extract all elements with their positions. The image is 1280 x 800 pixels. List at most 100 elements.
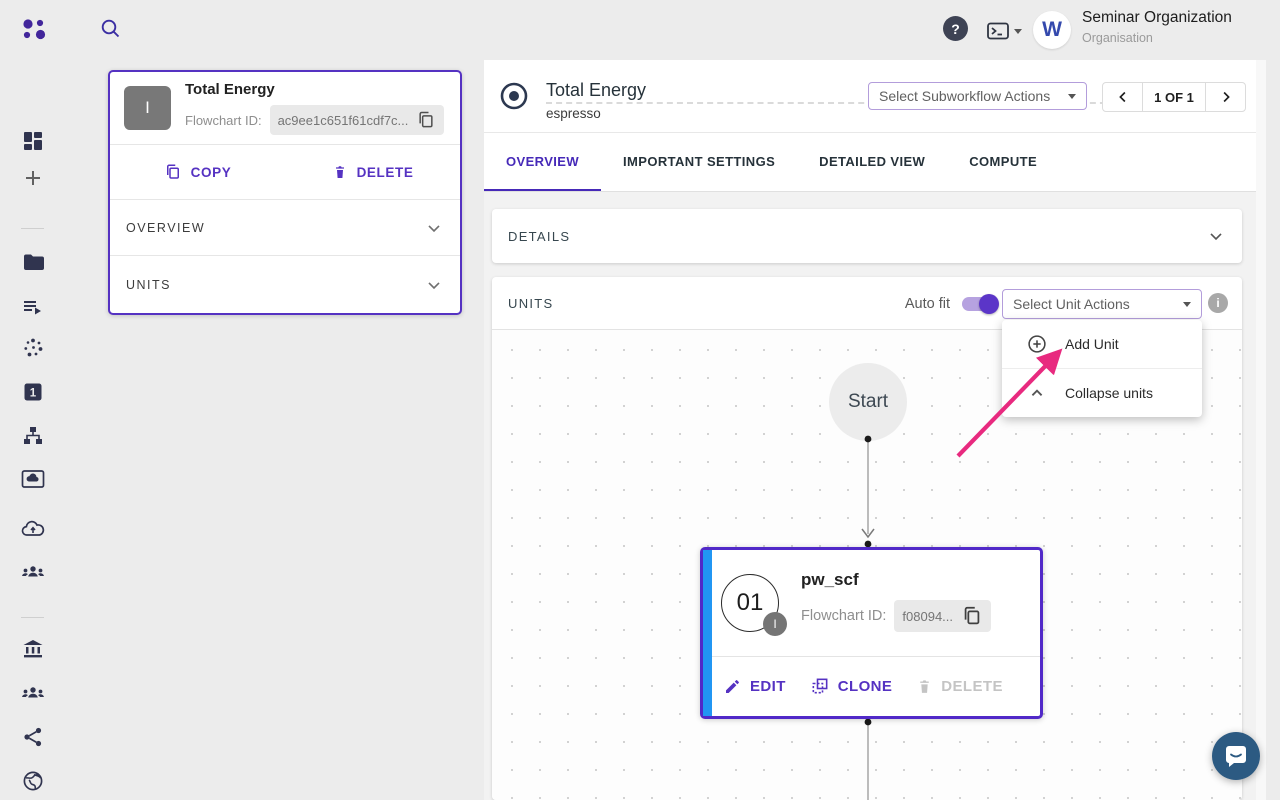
sidebar-item-uploads[interactable] xyxy=(0,517,65,541)
subworkflow-pager: 1 OF 1 xyxy=(1102,82,1246,112)
units-section-header: UNITS xyxy=(492,277,1242,330)
sidebar-item-public[interactable] xyxy=(0,769,65,793)
sidebar-item-members[interactable] xyxy=(0,681,65,705)
copy-icon xyxy=(166,164,179,179)
copy-icon[interactable] xyxy=(416,110,436,130)
people-group-icon xyxy=(21,687,44,698)
pager-prev-button[interactable] xyxy=(1103,83,1142,111)
details-section[interactable]: DETAILS xyxy=(492,209,1242,263)
sidebar-item-remote-files[interactable] xyxy=(0,467,65,491)
overview-accordion-label: OVERVIEW xyxy=(126,220,206,235)
copy-icon[interactable] xyxy=(961,605,983,627)
pencil-icon xyxy=(726,679,739,693)
unit-delete-button: DELETE xyxy=(916,677,1003,696)
tab-compute[interactable]: COMPUTE xyxy=(969,153,1038,169)
unit-edit-button[interactable]: EDIT xyxy=(723,677,786,696)
chat-launcher[interactable] xyxy=(1212,732,1260,780)
cluster-dots-icon xyxy=(23,338,42,357)
units-section-label: UNITS xyxy=(508,295,554,311)
delete-workflow-button[interactable]: DELETE xyxy=(285,163,460,181)
subworkflow-target-icon xyxy=(500,82,528,110)
unit-flowchart-id-field[interactable]: f08094... xyxy=(894,600,992,632)
trash-icon xyxy=(335,166,344,179)
unit-node-pw-scf[interactable]: 01 I pw_scf Flowchart ID: f08094... xyxy=(700,547,1043,719)
sidebar-item-entities[interactable]: 1 xyxy=(0,380,65,404)
help-button[interactable]: ? xyxy=(943,16,968,41)
bank-icon xyxy=(23,640,42,658)
subworkflow-tabs: OVERVIEW IMPORTANT SETTINGS DETAILED VIE… xyxy=(484,133,1256,192)
top-bar: ? W Seminar Organization Organisation xyxy=(0,0,1280,60)
autofit-toggle[interactable] xyxy=(962,293,999,314)
copy-workflow-button[interactable]: COPY xyxy=(110,163,285,181)
workflow-title: Total Energy xyxy=(185,81,275,99)
menu-item-add-unit[interactable]: Add Unit xyxy=(1002,320,1202,368)
unit-number-circle: 01 I xyxy=(721,574,787,636)
pager-next-button[interactable] xyxy=(1206,83,1245,111)
console-menu-button[interactable] xyxy=(986,19,1024,43)
chevron-right-icon xyxy=(1223,91,1230,103)
looks-one-icon: 1 xyxy=(24,383,41,401)
org-avatar[interactable]: W xyxy=(1033,11,1071,49)
sidebar-item-materials[interactable] xyxy=(0,336,65,360)
unit-flowchart-id-value: f08094... xyxy=(902,608,954,624)
flowchart-id-field[interactable]: ac9ee1c651f61cdf7c... xyxy=(269,105,445,136)
globe-icon xyxy=(23,771,42,791)
org-subtitle: Organisation xyxy=(1082,31,1153,45)
caret-down-icon xyxy=(1014,28,1022,34)
unit-flowchart-id-label: Flowchart ID: xyxy=(801,608,887,624)
help-glyph: ? xyxy=(951,20,960,37)
sidebar-item-organization[interactable] xyxy=(0,637,65,661)
org-name: Seminar Organization xyxy=(1082,9,1232,26)
cloud-upload-icon xyxy=(21,520,44,536)
scrollbar-track[interactable] xyxy=(1256,60,1266,800)
units-accordion-label: UNITS xyxy=(126,277,171,292)
info-icon[interactable]: i xyxy=(1208,293,1228,313)
unit-actions-select[interactable]: Select Unit Actions xyxy=(1002,289,1202,319)
tab-overview[interactable]: OVERVIEW xyxy=(484,133,602,191)
folder-icon xyxy=(23,254,44,270)
subworkflow-title[interactable]: Total Energy xyxy=(546,80,647,100)
sidebar-item-create[interactable] xyxy=(0,166,65,190)
workflow-type-badge: I xyxy=(124,86,171,131)
tab-detailed-view[interactable]: DETAILED VIEW xyxy=(819,153,926,169)
chat-bubble-icon xyxy=(1226,746,1246,767)
unit-status-strip xyxy=(703,550,712,716)
autofit-control: Auto fit xyxy=(860,277,1000,330)
chevron-down-icon xyxy=(1210,233,1222,241)
rail-divider xyxy=(21,617,44,618)
people-group-icon xyxy=(21,566,44,577)
search-icon[interactable] xyxy=(99,17,125,43)
rail-divider xyxy=(21,228,44,229)
sidebar-item-team[interactable] xyxy=(0,560,65,584)
sidebar-item-projects[interactable] xyxy=(0,250,65,274)
unit-name: pw_scf xyxy=(801,570,859,589)
workflow-summary-card[interactable]: I Total Energy Flowchart ID: ac9ee1c651f… xyxy=(108,70,462,315)
autofit-label: Auto fit xyxy=(904,295,950,312)
tab-important-settings[interactable]: IMPORTANT SETTINGS xyxy=(623,153,776,169)
subworkflow-application: espresso xyxy=(546,106,601,121)
circle-plus-icon xyxy=(1028,335,1046,353)
app-logo-icon[interactable] xyxy=(20,15,48,43)
unit-clone-button[interactable]: CLONE xyxy=(810,676,893,696)
unit-card-divider xyxy=(712,656,1040,657)
svg-text:1: 1 xyxy=(29,388,36,400)
sidebar-item-dashboard[interactable] xyxy=(0,129,65,153)
start-node[interactable]: Start xyxy=(829,363,907,441)
units-accordion[interactable]: UNITS xyxy=(110,256,460,313)
pager-info: 1 OF 1 xyxy=(1142,83,1206,111)
dashboard-icon xyxy=(23,132,42,150)
overview-accordion[interactable]: OVERVIEW xyxy=(110,200,460,257)
chevron-down-icon xyxy=(428,282,440,289)
org-switcher[interactable]: Seminar Organization Organisation xyxy=(1082,9,1232,45)
toggle-thumb xyxy=(979,293,999,314)
sidebar-item-sharing[interactable] xyxy=(0,725,65,749)
chevron-down-icon xyxy=(428,225,440,232)
title-dashed-underline xyxy=(546,102,1116,104)
plus-icon xyxy=(25,171,40,185)
subworkflow-actions-select[interactable]: Select Subworkflow Actions xyxy=(868,82,1087,110)
sidebar-item-jobs[interactable] xyxy=(0,295,65,319)
menu-item-collapse-units[interactable]: Collapse units xyxy=(1002,369,1202,417)
chevron-left-icon xyxy=(1118,91,1125,103)
connector-unit-down xyxy=(864,718,872,800)
sidebar-item-workflows[interactable] xyxy=(0,424,65,448)
